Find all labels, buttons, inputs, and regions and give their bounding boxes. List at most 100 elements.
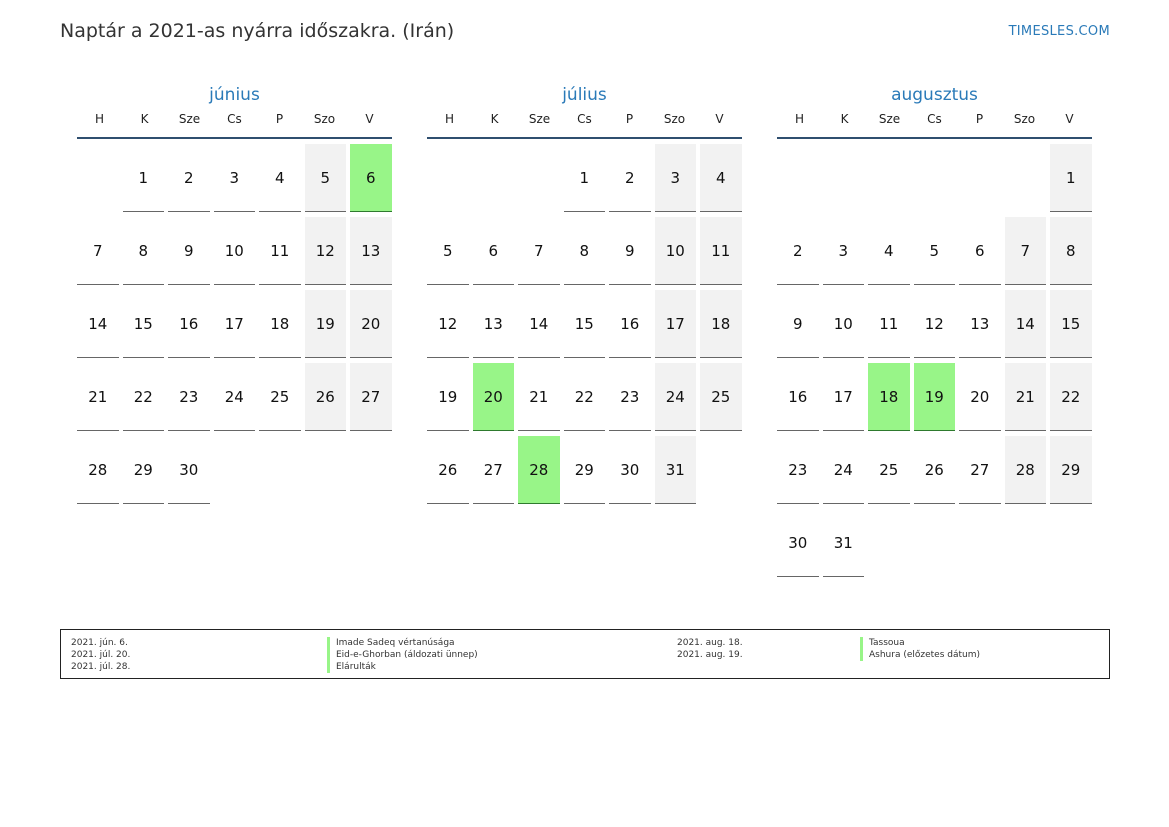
day-cell[interactable]: 11 — [868, 285, 914, 358]
day-cell[interactable]: 30 — [609, 431, 655, 504]
empty-cell — [77, 139, 123, 212]
day-cell[interactable]: 22 — [122, 358, 169, 431]
holiday-day-cell[interactable]: 19 — [913, 358, 960, 431]
day-cell[interactable]: 16 — [777, 358, 823, 431]
day-cell[interactable]: 29 — [1050, 431, 1096, 504]
day-cell[interactable]: 18 — [259, 285, 305, 358]
holiday-day-cell[interactable]: 20 — [472, 358, 519, 431]
day-cell[interactable]: 13 — [472, 285, 519, 358]
day-cell[interactable]: 3 — [213, 139, 260, 212]
day-cell[interactable]: 25 — [868, 431, 914, 504]
day-cell[interactable]: 1 — [563, 139, 610, 212]
day-cell[interactable]: 26 — [427, 431, 473, 504]
day-cell[interactable]: 30 — [777, 504, 823, 577]
day-cell[interactable]: 19 — [304, 285, 351, 358]
day-cell[interactable]: 27 — [472, 431, 519, 504]
day-cell[interactable]: 22 — [563, 358, 610, 431]
day-cell[interactable]: 14 — [77, 285, 123, 358]
day-cell[interactable]: 16 — [609, 285, 655, 358]
day-cell[interactable]: 8 — [563, 212, 610, 285]
day-cell[interactable]: 18 — [700, 285, 746, 358]
day-cell[interactable]: 28 — [77, 431, 123, 504]
day-cell[interactable]: 16 — [168, 285, 214, 358]
day-cell[interactable]: 13 — [959, 285, 1005, 358]
day-cell[interactable]: 27 — [959, 431, 1005, 504]
day-cell[interactable]: 8 — [1050, 212, 1096, 285]
day-cell[interactable]: 24 — [654, 358, 701, 431]
day-cell[interactable]: 10 — [822, 285, 869, 358]
brand-link[interactable]: TIMESLES.COM — [1008, 24, 1110, 39]
day-cell[interactable]: 3 — [654, 139, 701, 212]
day-cell[interactable]: 4 — [259, 139, 305, 212]
day-cell[interactable]: 9 — [609, 212, 655, 285]
day-cell[interactable]: 31 — [654, 431, 701, 504]
day-cell[interactable]: 21 — [1004, 358, 1051, 431]
day-cell[interactable]: 15 — [1050, 285, 1096, 358]
weekday-label: V — [715, 112, 724, 126]
day-cell[interactable]: 17 — [213, 285, 260, 358]
day-cell[interactable]: 7 — [1004, 212, 1051, 285]
day-cell[interactable]: 14 — [518, 285, 564, 358]
day-cell[interactable]: 23 — [168, 358, 214, 431]
day-cell[interactable]: 11 — [700, 212, 746, 285]
holiday-day-cell[interactable]: 6 — [350, 139, 396, 212]
day-cell[interactable]: 15 — [122, 285, 169, 358]
day-cell[interactable]: 14 — [1004, 285, 1051, 358]
day-number: 12 — [304, 217, 346, 285]
day-cell[interactable]: 26 — [304, 358, 351, 431]
day-cell[interactable]: 25 — [700, 358, 746, 431]
day-cell[interactable]: 27 — [350, 358, 396, 431]
day-cell[interactable]: 2 — [777, 212, 823, 285]
page-title: Naptár a 2021-as nyárra időszakra. (Irán… — [60, 20, 455, 42]
day-cell[interactable]: 17 — [654, 285, 701, 358]
day-cell[interactable]: 4 — [700, 139, 746, 212]
day-cell[interactable]: 23 — [609, 358, 655, 431]
day-cell[interactable]: 13 — [350, 212, 396, 285]
day-cell[interactable]: 15 — [563, 285, 610, 358]
day-cell[interactable]: 6 — [959, 212, 1005, 285]
day-cell[interactable]: 1 — [122, 139, 169, 212]
day-cell[interactable]: 5 — [304, 139, 351, 212]
day-cell[interactable]: 9 — [777, 285, 823, 358]
holiday-day-cell[interactable]: 28 — [518, 431, 564, 504]
day-cell[interactable]: 24 — [822, 431, 869, 504]
day-cell[interactable]: 31 — [822, 504, 869, 577]
day-cell[interactable]: 9 — [168, 212, 214, 285]
day-cell[interactable]: 23 — [777, 431, 823, 504]
day-cell[interactable]: 24 — [213, 358, 260, 431]
day-cell[interactable]: 12 — [913, 285, 960, 358]
holiday-day-cell[interactable]: 18 — [868, 358, 914, 431]
weekday-label: K — [840, 112, 849, 126]
day-cell[interactable]: 3 — [822, 212, 869, 285]
day-cell[interactable]: 7 — [518, 212, 564, 285]
day-cell[interactable]: 21 — [77, 358, 123, 431]
day-cell[interactable]: 12 — [304, 212, 351, 285]
day-cell[interactable]: 20 — [350, 285, 396, 358]
day-cell[interactable]: 10 — [654, 212, 701, 285]
weekday-label: Sze — [178, 112, 201, 126]
day-cell[interactable]: 19 — [427, 358, 473, 431]
day-cell[interactable]: 6 — [472, 212, 519, 285]
day-cell[interactable]: 4 — [868, 212, 914, 285]
day-cell[interactable]: 20 — [959, 358, 1005, 431]
day-cell[interactable]: 12 — [427, 285, 473, 358]
day-cell[interactable]: 5 — [913, 212, 960, 285]
day-cell[interactable]: 17 — [822, 358, 869, 431]
day-cell[interactable]: 22 — [1050, 358, 1096, 431]
day-cell[interactable]: 26 — [913, 431, 960, 504]
day-cell[interactable]: 30 — [168, 431, 214, 504]
weekday-label: V — [1065, 112, 1074, 126]
day-cell[interactable]: 29 — [122, 431, 169, 504]
day-cell[interactable]: 25 — [259, 358, 305, 431]
day-cell[interactable]: 5 — [427, 212, 473, 285]
day-cell[interactable]: 2 — [609, 139, 655, 212]
day-cell[interactable]: 21 — [518, 358, 564, 431]
day-cell[interactable]: 28 — [1004, 431, 1051, 504]
day-cell[interactable]: 29 — [563, 431, 610, 504]
day-cell[interactable]: 2 — [168, 139, 214, 212]
day-cell[interactable]: 11 — [259, 212, 305, 285]
day-cell[interactable]: 8 — [122, 212, 169, 285]
day-cell[interactable]: 7 — [77, 212, 123, 285]
day-cell[interactable]: 1 — [1050, 139, 1096, 212]
day-cell[interactable]: 10 — [213, 212, 260, 285]
